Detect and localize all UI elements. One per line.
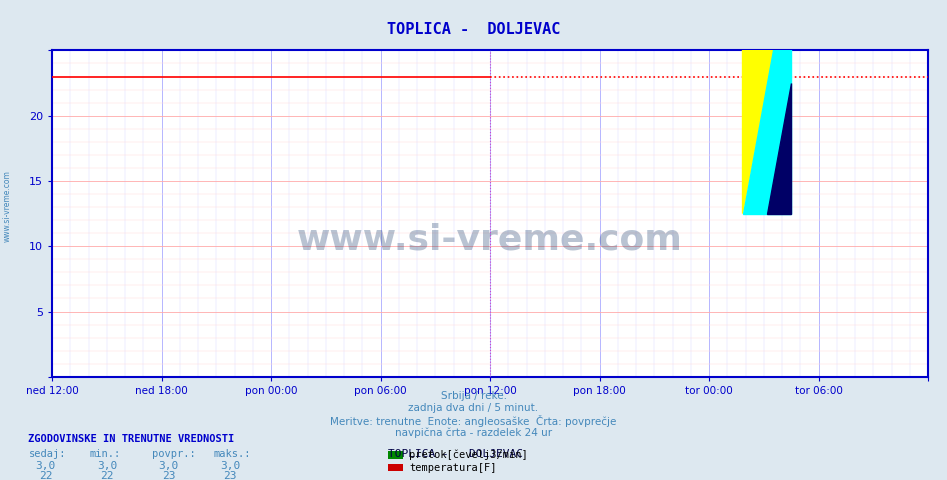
Text: Meritve: trenutne  Enote: angleosaške  Črta: povprečje: Meritve: trenutne Enote: angleosaške Črt…	[331, 415, 616, 427]
Text: 3,0: 3,0	[97, 461, 117, 471]
Text: min.:: min.:	[90, 449, 121, 459]
Polygon shape	[767, 83, 791, 214]
Text: sedaj:: sedaj:	[28, 449, 66, 459]
Text: 23: 23	[223, 471, 237, 480]
Text: 3,0: 3,0	[35, 461, 56, 471]
Text: www.si-vreme.com: www.si-vreme.com	[297, 223, 683, 257]
Text: 3,0: 3,0	[158, 461, 179, 471]
Text: temperatura[F]: temperatura[F]	[409, 463, 496, 472]
Text: 22: 22	[39, 471, 52, 480]
Text: navpična črta - razdelek 24 ur: navpična črta - razdelek 24 ur	[395, 427, 552, 438]
Text: pretok[čevelj3/min]: pretok[čevelj3/min]	[409, 450, 527, 460]
Text: zadnja dva dni / 5 minut.: zadnja dva dni / 5 minut.	[408, 403, 539, 413]
Text: www.si-vreme.com: www.si-vreme.com	[3, 170, 12, 242]
Text: 3,0: 3,0	[220, 461, 241, 471]
Text: maks.:: maks.:	[213, 449, 251, 459]
Text: 22: 22	[100, 471, 114, 480]
Text: povpr.:: povpr.:	[152, 449, 195, 459]
Text: ZGODOVINSKE IN TRENUTNE VREDNOSTI: ZGODOVINSKE IN TRENUTNE VREDNOSTI	[28, 434, 235, 444]
Polygon shape	[742, 0, 791, 214]
Text: TOPLICA -   DOLJEVAC: TOPLICA - DOLJEVAC	[388, 449, 524, 459]
Text: Srbija / reke.: Srbija / reke.	[440, 391, 507, 401]
Text: 23: 23	[162, 471, 175, 480]
Polygon shape	[742, 0, 791, 214]
Text: TOPLICA -  DOLJEVAC: TOPLICA - DOLJEVAC	[386, 22, 561, 36]
